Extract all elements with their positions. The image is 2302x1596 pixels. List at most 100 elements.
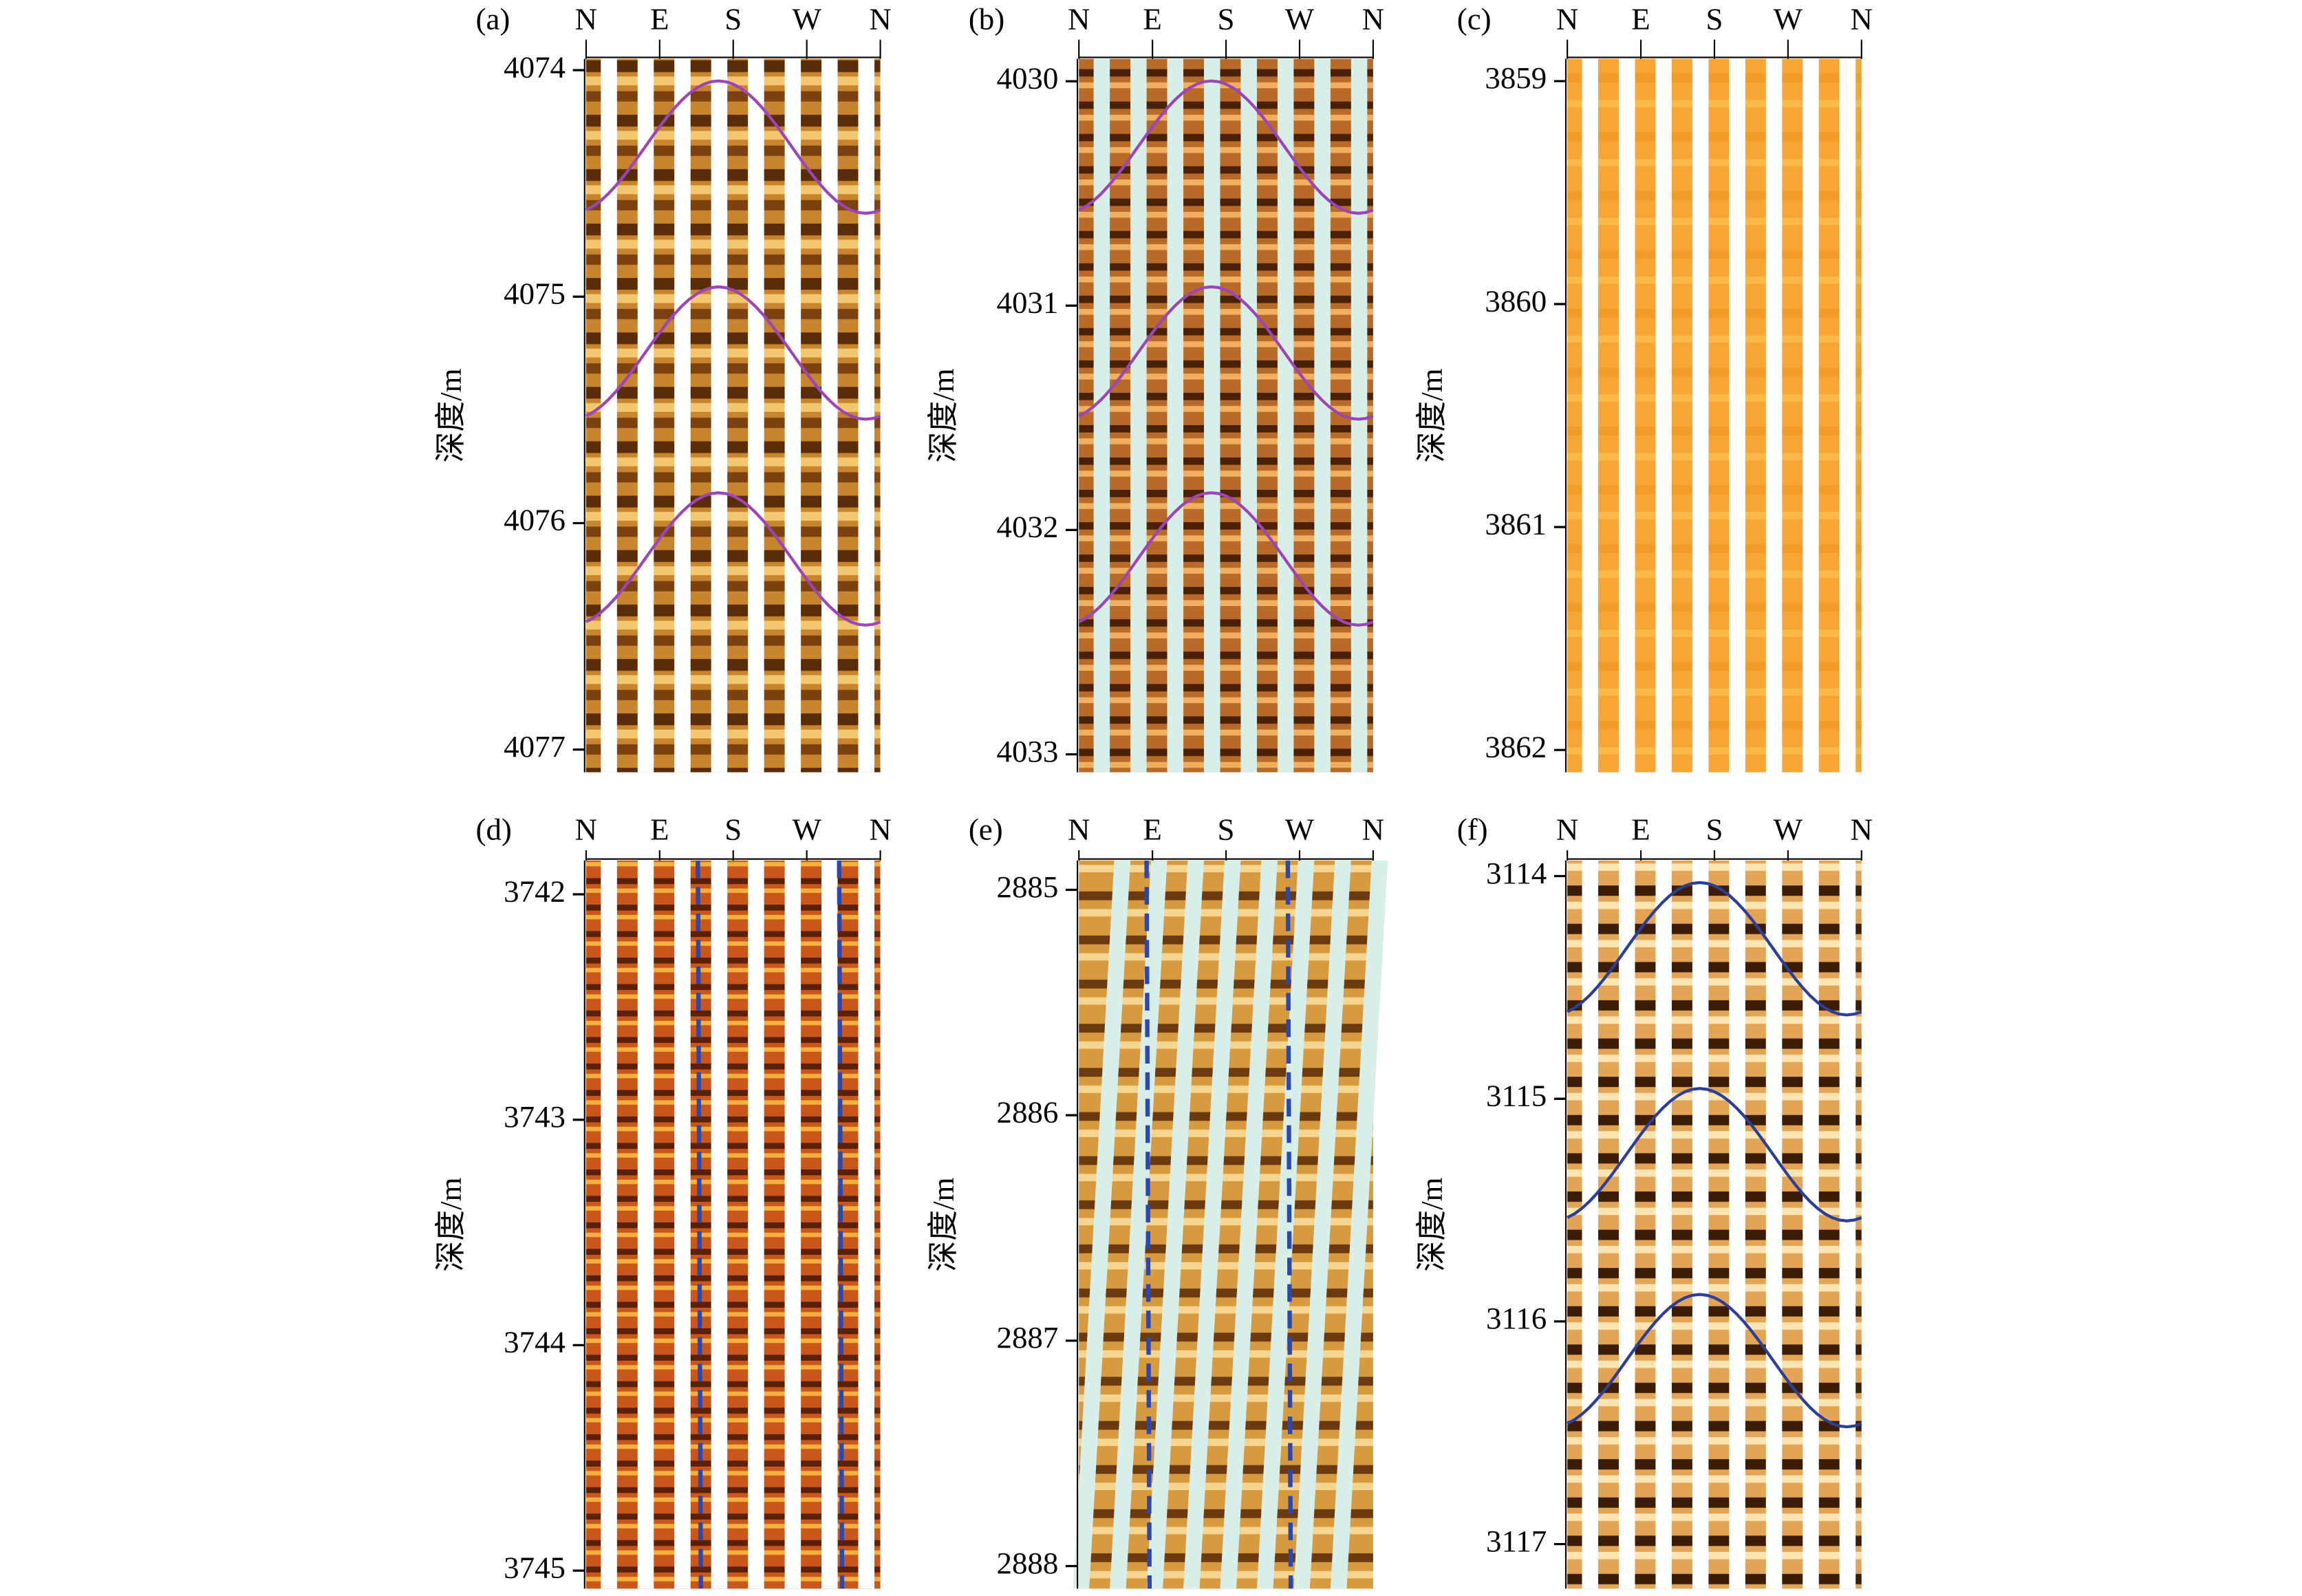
- direction-label: S: [1218, 1, 1235, 36]
- direction-label: E: [1143, 812, 1161, 847]
- panel-label: (f): [1457, 812, 1488, 847]
- direction-label: W: [1774, 812, 1803, 847]
- y-axis-label: 深度/m: [926, 368, 960, 462]
- pad-gap: [1130, 58, 1147, 773]
- y-tick-label: 4077: [504, 729, 566, 764]
- y-tick-label: 3862: [1485, 729, 1547, 764]
- pad-gap: [1351, 58, 1368, 773]
- pad-gap: [1692, 860, 1709, 1589]
- pad-gap: [601, 860, 617, 1589]
- y-axis-label: 深度/m: [1414, 1177, 1449, 1271]
- sinusoid: [1567, 1087, 1862, 1222]
- pad-gap: [858, 58, 875, 773]
- dashed-line: [837, 860, 845, 1589]
- pad-gap: [1314, 58, 1331, 773]
- dashed-line: [1285, 860, 1293, 1589]
- y-tick-label: 3116: [1486, 1301, 1547, 1335]
- panel-label: (a): [476, 1, 510, 36]
- pad-gap: [1803, 860, 1819, 1589]
- sinusoid: [585, 491, 881, 627]
- pad-gap: [1073, 860, 1131, 1589]
- direction-label: E: [1143, 1, 1161, 36]
- direction-label: S: [1706, 1, 1723, 36]
- pad-gap: [711, 860, 728, 1589]
- direction-label: W: [1774, 1, 1803, 36]
- panel-label: (e): [969, 812, 1003, 847]
- direction-label: W: [792, 812, 821, 847]
- direction-label: N: [575, 1, 597, 36]
- y-tick-label: 3742: [504, 874, 566, 908]
- direction-label: N: [1068, 812, 1090, 847]
- pad-gap: [1183, 860, 1241, 1589]
- pad-gap: [1582, 860, 1599, 1589]
- y-tick-label: 3860: [1485, 283, 1547, 318]
- direction-label: N: [1851, 812, 1873, 847]
- sinusoid: [585, 79, 881, 215]
- pad-gap: [1655, 58, 1672, 773]
- direction-label: N: [869, 1, 891, 36]
- pad-gap: [821, 860, 838, 1589]
- y-tick-label: 4032: [997, 510, 1059, 544]
- direction-label: E: [1631, 1, 1650, 36]
- sinusoid: [1078, 285, 1374, 421]
- direction-label: E: [1631, 812, 1650, 847]
- pad-gap: [1330, 860, 1388, 1589]
- sinusoid: [1567, 881, 1862, 1017]
- pad-gap: [637, 860, 654, 1589]
- pad-gap: [748, 860, 764, 1589]
- direction-label: S: [1218, 812, 1235, 847]
- y-tick-label: 2885: [997, 870, 1059, 904]
- pad-gap: [1220, 860, 1278, 1589]
- pad-gap: [1110, 860, 1168, 1589]
- sinusoid: [1078, 79, 1374, 215]
- y-tick-label: 3115: [1486, 1079, 1547, 1113]
- y-tick-label: 4074: [504, 50, 566, 84]
- pad-gap: [711, 58, 728, 773]
- pad-gap: [1293, 860, 1351, 1589]
- pad-gap: [1256, 860, 1315, 1589]
- pad-gap: [1729, 860, 1745, 1589]
- direction-label: N: [1362, 1, 1384, 36]
- pad-gap: [674, 860, 691, 1589]
- pad-gap: [674, 58, 691, 773]
- y-tick-label: 4075: [504, 277, 566, 311]
- y-tick-label: 3743: [504, 1099, 566, 1134]
- pad-gap: [1146, 860, 1204, 1589]
- y-tick-label: 4031: [997, 285, 1059, 320]
- direction-label: S: [1706, 812, 1723, 847]
- pad-gap: [1203, 58, 1220, 773]
- y-tick-label: 2886: [997, 1094, 1059, 1129]
- direction-label: W: [792, 1, 821, 36]
- pad-gap: [1765, 860, 1783, 1589]
- pad-gap: [1093, 58, 1110, 773]
- y-tick-label: 3114: [1486, 856, 1547, 890]
- y-axis-label: 深度/m: [433, 1177, 468, 1271]
- y-tick-label: 4076: [504, 503, 566, 537]
- pad-gap: [1692, 58, 1709, 773]
- direction-label: N: [1362, 812, 1384, 847]
- y-tick-label: 3745: [504, 1550, 566, 1584]
- pad-gap: [748, 58, 764, 773]
- pad-gap: [1167, 58, 1184, 773]
- pad-gap: [637, 58, 654, 773]
- direction-label: N: [1556, 1, 1578, 36]
- y-tick-label: 3744: [504, 1325, 566, 1359]
- pad-gap: [784, 58, 802, 773]
- pad-gap: [1240, 58, 1257, 773]
- y-tick-label: 4033: [997, 734, 1059, 768]
- direction-label: N: [1556, 812, 1578, 847]
- direction-label: S: [724, 1, 742, 36]
- direction-label: S: [724, 812, 742, 847]
- y-tick-label: 3861: [1485, 506, 1547, 541]
- sinusoid: [1078, 491, 1374, 627]
- pad-gap: [821, 58, 838, 773]
- pad-gap: [1618, 860, 1635, 1589]
- pad-gap: [1803, 58, 1819, 773]
- panel-label: (c): [1457, 1, 1492, 36]
- pad-gap: [1839, 860, 1856, 1589]
- pad-gap: [784, 860, 802, 1589]
- dashed-line: [696, 860, 703, 1589]
- y-tick-label: 4030: [997, 61, 1059, 95]
- pad-gap: [1618, 58, 1635, 773]
